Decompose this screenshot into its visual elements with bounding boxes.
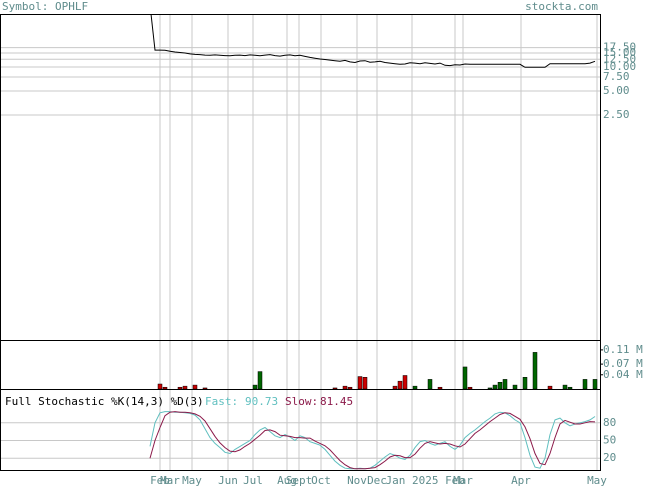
volume-bar — [257, 371, 263, 390]
fast-label: Fast: — [205, 395, 238, 408]
x-tick-label: Feb — [445, 474, 465, 486]
x-tick-label: Dec — [367, 474, 387, 486]
y-tick-label: 2.50 — [603, 108, 630, 121]
x-tick-label: May — [587, 474, 607, 486]
volume-bar — [532, 352, 538, 390]
y-tick-label: 50 — [603, 434, 616, 447]
volume-bar — [512, 384, 518, 390]
stochastic-line — [149, 411, 596, 470]
grid — [0, 14, 603, 470]
y-tick-label: 0.07 M — [603, 357, 643, 370]
x-tick-label: Sept — [286, 474, 313, 486]
y-tick-label: 5.00 — [603, 84, 630, 97]
volume-bar — [582, 379, 588, 390]
volume-bar — [397, 380, 403, 390]
marks — [149, 14, 598, 470]
y-tick-label: 20 — [603, 451, 616, 464]
y-tick-label: 17.50 — [603, 41, 636, 54]
stochastic-title: Full Stochastic %K(14,3) %D(3) — [5, 395, 204, 408]
volume-bar — [192, 384, 198, 390]
volume-bar — [412, 385, 418, 390]
volume-bar — [592, 379, 598, 390]
volume-bar — [427, 379, 433, 390]
x-tick-label: Mar — [160, 474, 180, 486]
volume-bar — [402, 375, 408, 390]
stochastic-line — [149, 411, 596, 470]
volume-bar — [347, 386, 353, 390]
volume-bar — [342, 385, 348, 390]
volume-bar — [547, 385, 553, 390]
volume-bar — [202, 387, 208, 390]
stochastic-panel — [0, 389, 601, 471]
x-tick-label: Apr — [511, 474, 531, 486]
volume-bar — [462, 366, 468, 390]
volume-bar — [162, 386, 168, 390]
y-tick-label: 0.04 M — [603, 368, 643, 381]
x-tick-label: Jul — [243, 474, 263, 486]
volume-bar — [392, 385, 398, 390]
volume-bar — [362, 377, 368, 390]
volume-bar — [252, 384, 258, 390]
volume-bar — [437, 386, 443, 390]
x-tick-label: Jan 2025 — [386, 474, 439, 486]
volume-bar — [332, 387, 338, 390]
x-tick-label: Nov — [347, 474, 367, 486]
volume-bar — [177, 386, 183, 390]
price-line — [150, 14, 596, 68]
x-tick-label: Mar — [453, 474, 473, 486]
volume-bar — [157, 383, 163, 390]
symbol-title: Symbol: OPHLF — [2, 0, 88, 13]
source: stockta.com — [525, 0, 598, 13]
volume-bar — [497, 381, 503, 390]
volume-bar — [567, 386, 573, 390]
volume-bar — [182, 385, 188, 390]
volume-bar — [487, 387, 493, 390]
x-tick-label: Feb — [150, 474, 170, 486]
y-tick-label: 15.00 — [603, 46, 636, 59]
volume-bar — [502, 379, 508, 390]
volume-bar — [357, 376, 363, 390]
volume-bar — [492, 384, 498, 390]
y-tick-label: 7.50 — [603, 70, 630, 83]
y-tick-label: 12.50 — [603, 52, 636, 65]
volume-bar — [562, 384, 568, 390]
x-tick-label: Oct — [311, 474, 331, 486]
y-tick-label: 10.00 — [603, 60, 636, 73]
x-tick-label: May — [182, 474, 202, 486]
fast-value: 90.73 — [245, 395, 278, 408]
slow-value: 81.45 — [320, 395, 353, 408]
x-tick-label: Jun — [218, 474, 238, 486]
volume-bar — [467, 386, 473, 390]
x-tick-label: Aug — [277, 474, 297, 486]
y-tick-label: 80 — [603, 416, 616, 429]
slow-label: Slow: — [285, 395, 318, 408]
volume-bar — [522, 377, 528, 390]
y-tick-label: 0.11 M — [603, 343, 643, 356]
